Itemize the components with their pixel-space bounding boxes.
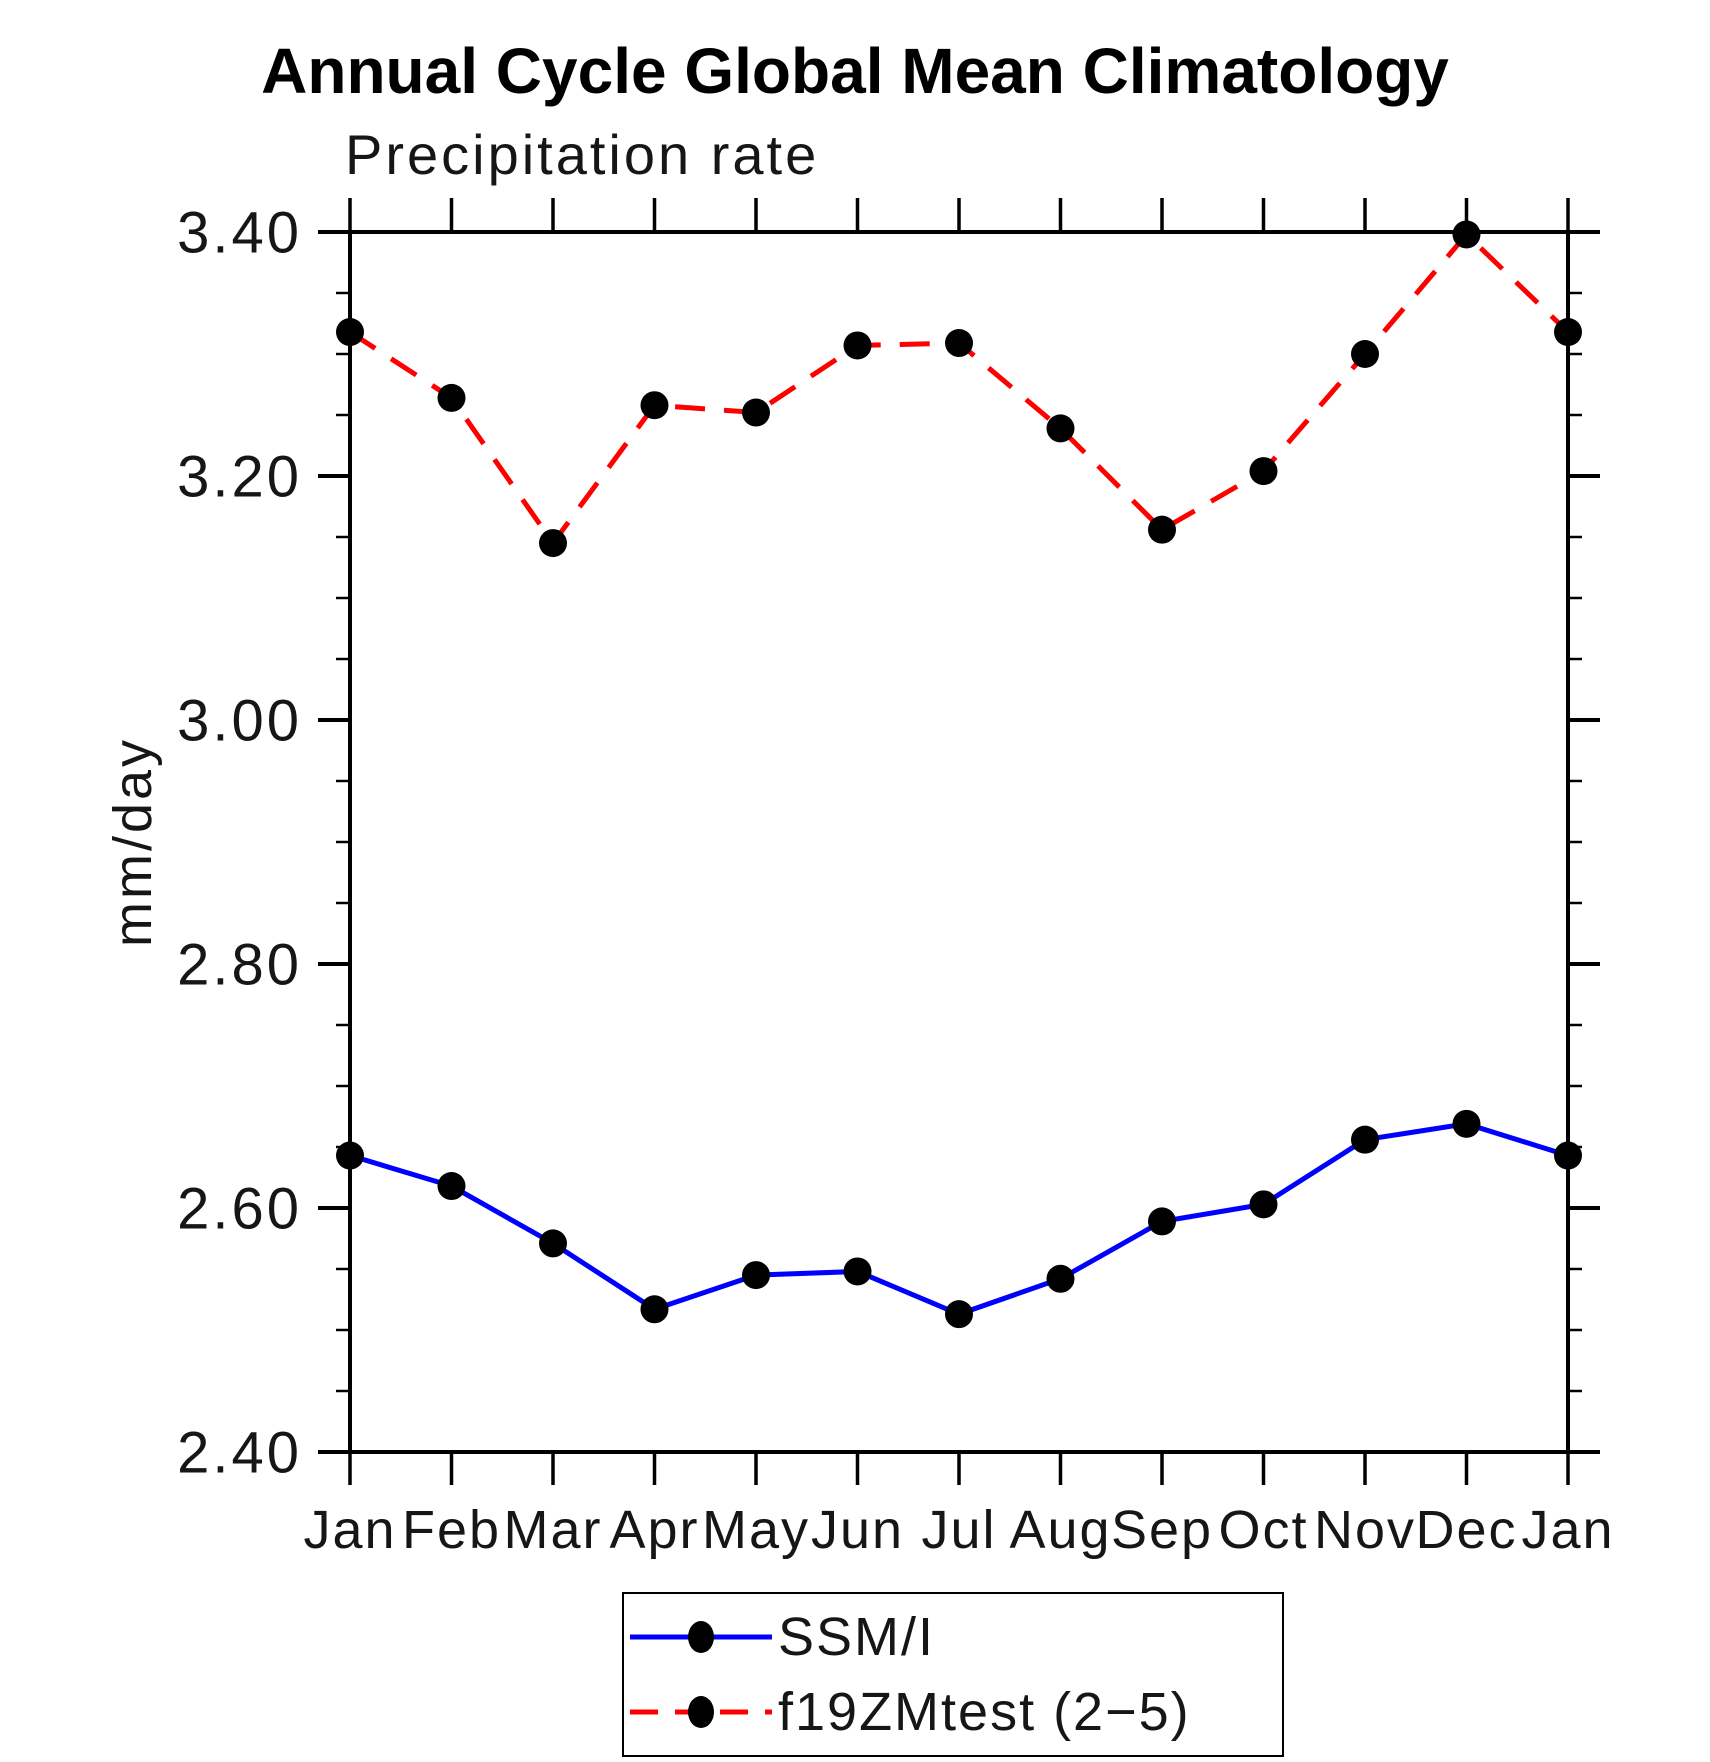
data-point-marker-ssmi	[1249, 1190, 1278, 1219]
legend-label-ssmi: SSM/I	[778, 1607, 936, 1667]
y-tick-label: 3.00	[177, 688, 302, 753]
series-line-ssmi	[349, 1121, 1569, 1317]
x-tick-label: Nov	[1314, 1500, 1416, 1560]
data-point-marker-f19zmtest	[640, 391, 669, 420]
data-point-marker-f19zmtest	[1452, 220, 1481, 249]
data-point-marker-f19zmtest	[1351, 340, 1379, 368]
x-tick-label: May	[702, 1500, 810, 1560]
legend-box: SSM/I f19ZMtest (2−5)	[622, 1592, 1284, 1757]
x-tick-label: Jan	[303, 1500, 396, 1560]
y-tick-label: 2.80	[177, 932, 302, 997]
data-point-marker-f19zmtest	[539, 529, 567, 558]
legend-sample-solid-line	[630, 1621, 772, 1653]
x-tick-label: Feb	[402, 1500, 501, 1560]
x-tick-label: Apr	[609, 1500, 699, 1560]
legend-item-ssmi: SSM/I	[624, 1605, 1282, 1669]
legend-item-f19zmtest: f19ZMtest (2−5)	[624, 1680, 1282, 1744]
data-point-marker-ssmi	[437, 1172, 466, 1201]
y-tick-label: 3.20	[177, 444, 302, 509]
x-tick-label: Mar	[504, 1500, 603, 1560]
data-point-marker-ssmi	[640, 1295, 669, 1324]
series-line-f19zmtest	[348, 230, 1570, 548]
data-point-marker-ssmi	[1148, 1207, 1176, 1236]
x-tick-label: Jul	[921, 1500, 996, 1560]
data-point-marker-ssmi	[945, 1300, 973, 1329]
data-point-marker-ssmi	[539, 1229, 567, 1258]
legend-sample-dashed-line	[630, 1696, 772, 1728]
legend-label-f19zmtest: f19ZMtest (2−5)	[778, 1682, 1191, 1742]
data-point-marker-f19zmtest	[1148, 515, 1176, 544]
data-point-marker-ssmi	[843, 1257, 872, 1286]
x-tick-label: Dec	[1415, 1500, 1517, 1560]
data-point-marker-f19zmtest	[1249, 457, 1278, 486]
legend-marker-icon	[688, 1621, 714, 1653]
x-tick-label: Jun	[811, 1500, 904, 1560]
data-point-marker-ssmi	[1351, 1125, 1379, 1154]
data-point-marker-f19zmtest	[336, 318, 364, 347]
data-point-marker-f19zmtest	[1046, 414, 1075, 443]
y-tick-label: 2.60	[177, 1176, 302, 1241]
data-point-marker-ssmi	[1452, 1109, 1481, 1138]
data-point-marker-ssmi	[1554, 1141, 1582, 1170]
data-point-marker-ssmi	[336, 1141, 364, 1170]
chart-subtitle: Precipitation rate	[345, 123, 820, 186]
plot-box	[348, 230, 1570, 1454]
x-tick-label: Sep	[1111, 1500, 1213, 1560]
data-point-marker-f19zmtest	[945, 329, 973, 358]
data-point-marker-ssmi	[742, 1261, 770, 1290]
x-tick-label: Aug	[1009, 1500, 1111, 1560]
x-tick-label: Jan	[1521, 1500, 1614, 1560]
data-point-marker-f19zmtest	[742, 398, 770, 427]
data-point-marker-ssmi	[1046, 1264, 1075, 1293]
x-tick-label: Oct	[1218, 1500, 1308, 1560]
legend-marker-icon	[688, 1696, 714, 1728]
data-point-marker-f19zmtest	[1554, 318, 1582, 347]
y-tick-label: 2.40	[177, 1420, 302, 1485]
data-point-marker-f19zmtest	[437, 383, 466, 412]
data-point-marker-f19zmtest	[843, 331, 872, 360]
y-tick-label: 3.40	[177, 200, 302, 265]
chart-title: Annual Cycle Global Mean Climatology	[261, 35, 1449, 107]
